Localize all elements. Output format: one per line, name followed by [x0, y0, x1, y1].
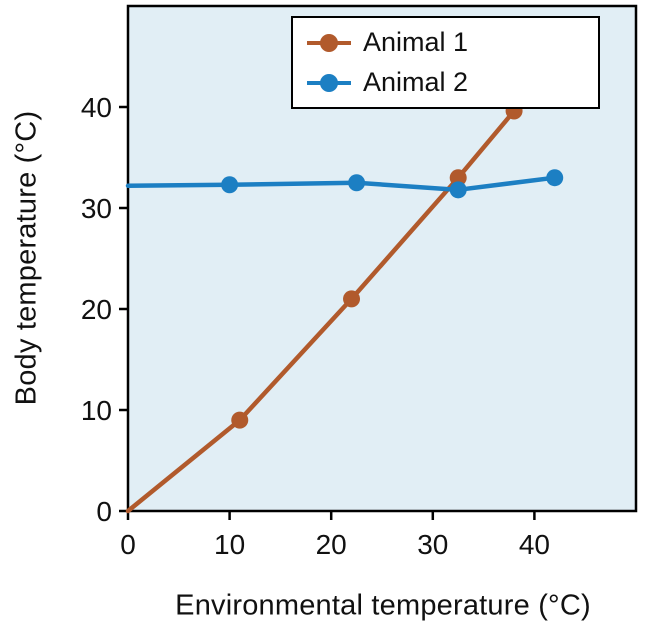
- y-axis-label: Body temperature (°C): [10, 110, 43, 406]
- x-tick-label: 0: [120, 529, 136, 560]
- data-point-animal-1: [343, 290, 361, 308]
- legend-item-animal-2: Animal 2: [307, 67, 598, 98]
- legend-label-animal-2: Animal 2: [363, 67, 469, 97]
- x-tick-label: 10: [214, 529, 245, 560]
- y-tick-label: 40: [81, 92, 112, 123]
- x-tick-label: 20: [316, 529, 347, 560]
- x-tick-label: 30: [417, 529, 448, 560]
- data-point-animal-1: [231, 411, 249, 429]
- data-point-animal-2: [546, 169, 564, 187]
- y-tick-label: 0: [96, 496, 112, 527]
- legend-dot-swatch: [320, 33, 338, 52]
- data-point-animal-1: [449, 169, 467, 187]
- legend-label-animal-1: Animal 1: [363, 27, 469, 57]
- animal-1-line-marker-icon: [307, 33, 351, 53]
- x-tick-label: 40: [519, 529, 550, 560]
- data-point-animal-2: [449, 181, 467, 199]
- plot-border: [126, 4, 638, 513]
- y-tick-label: 30: [81, 193, 112, 224]
- y-tick-label: 20: [81, 294, 112, 325]
- x-axis-label: Environmental temperature (°C): [175, 589, 591, 622]
- animal-2-line-marker-icon: [307, 73, 351, 93]
- legend-dot-swatch: [320, 73, 338, 92]
- y-tick-label: 10: [81, 395, 112, 426]
- legend: Animal 1 Animal 2: [291, 16, 600, 109]
- data-point-animal-2: [348, 174, 366, 192]
- legend-item-animal-1: Animal 1: [307, 27, 598, 58]
- data-point-animal-2: [221, 176, 239, 194]
